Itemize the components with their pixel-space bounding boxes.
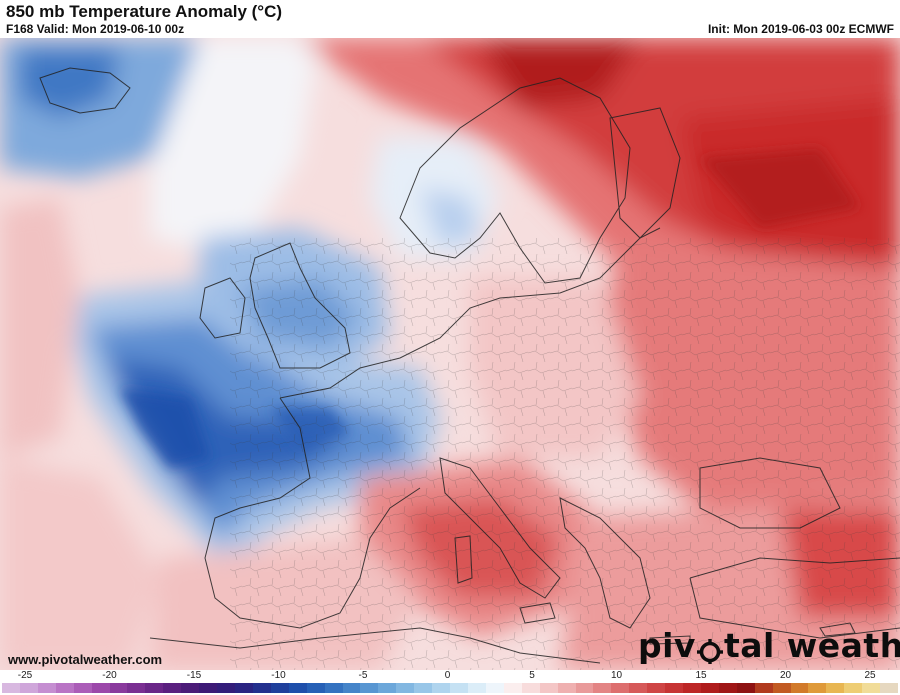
colorbar-swatch — [485, 683, 504, 693]
logo-o-icon — [696, 633, 723, 665]
colorbar-swatch — [467, 683, 486, 693]
colorbar-swatch — [306, 683, 325, 693]
colorbar-swatch — [109, 683, 128, 693]
colorbar-swatch — [91, 683, 110, 693]
colorbar-swatches — [2, 683, 899, 693]
logo-text-right: tal weather — [723, 626, 900, 665]
colorbar-tick-label: -15 — [186, 670, 202, 681]
colorbar-swatch — [700, 683, 719, 693]
colorbar-swatch — [252, 683, 271, 693]
colorbar-swatch — [324, 683, 343, 693]
colorbar-tick-label: -25 — [17, 670, 33, 681]
colorbar-swatch — [145, 683, 164, 693]
colorbar-swatch — [288, 683, 307, 693]
colorbar-tick-label: -20 — [102, 670, 117, 681]
colorbar-swatch — [736, 683, 755, 693]
colorbar-swatch — [414, 683, 433, 693]
pivotal-weather-logo: piv tal weather — [638, 626, 900, 665]
colorbar-swatch — [826, 683, 845, 693]
colorbar-swatch — [360, 683, 379, 693]
colorbar-swatch — [37, 683, 56, 693]
colorbar-swatch — [629, 683, 648, 693]
valid-time-label: F168 Valid: Mon 2019-06-10 00z — [6, 22, 185, 36]
colorbar-swatch — [575, 683, 594, 693]
colorbar-tick-label: -5 — [358, 670, 368, 681]
colorbar-swatch — [199, 683, 218, 693]
colorbar-swatch — [665, 683, 684, 693]
colorbar-swatch — [557, 683, 576, 693]
colorbar-swatch — [163, 683, 182, 693]
colorbar-swatch — [234, 683, 253, 693]
colorbar-tick-label: 20 — [779, 670, 792, 681]
colorbar-swatch — [432, 683, 451, 693]
map-header: 850 mb Temperature Anomaly (°C) F168 Val… — [0, 0, 900, 38]
colorbar-swatch — [127, 683, 146, 693]
colorbar-swatch — [378, 683, 397, 693]
colorbar-tick-label: -10 — [271, 670, 286, 681]
colorbar-swatch — [862, 683, 881, 693]
colorbar-legend: -25 -20 -15 -10 -5 0 5 10 15 20 25 — [0, 670, 900, 695]
colorbar-tick-label: 25 — [864, 670, 876, 681]
anomaly-field — [0, 38, 900, 670]
colorbar-swatch — [808, 683, 827, 693]
colorbar-swatch — [521, 683, 540, 693]
colorbar-swatch — [217, 683, 235, 693]
colorbar-swatch — [270, 683, 289, 693]
colorbar-swatch — [647, 683, 666, 693]
colorbar-swatch — [19, 683, 38, 693]
colorbar-swatch — [790, 683, 809, 693]
colorbar-swatch — [55, 683, 74, 693]
logo-text-left: piv — [638, 626, 696, 665]
colorbar-tick-label: 15 — [695, 670, 707, 681]
colorbar-swatch — [683, 683, 701, 693]
colorbar-swatch — [880, 683, 899, 693]
colorbar-swatch — [450, 683, 468, 693]
colorbar-swatch — [611, 683, 630, 693]
colorbar-swatch — [181, 683, 200, 693]
map-title: 850 mb Temperature Anomaly (°C) — [6, 2, 283, 21]
colorbar-swatch — [2, 683, 20, 693]
colorbar-ticks: -25 -20 -15 -10 -5 0 5 10 15 20 25 — [0, 670, 900, 682]
temperature-anomaly-map — [0, 38, 900, 670]
colorbar-swatch — [396, 683, 415, 693]
colorbar-tick-label: 10 — [610, 670, 623, 681]
colorbar-swatch — [73, 683, 92, 693]
colorbar-swatch — [342, 683, 361, 693]
colorbar-swatch — [593, 683, 612, 693]
colorbar-swatch — [539, 683, 558, 693]
colorbar-swatch — [503, 683, 522, 693]
init-time-label: Init: Mon 2019-06-03 00z ECMWF — [707, 22, 894, 36]
colorbar-swatch — [844, 683, 863, 693]
colorbar-tick-label: 5 — [529, 670, 535, 681]
colorbar-swatch — [772, 683, 791, 693]
colorbar-tick-label: 0 — [444, 670, 451, 681]
colorbar-swatch — [718, 683, 737, 693]
website-label: www.pivotalweather.com — [8, 652, 163, 667]
colorbar-swatch — [754, 683, 773, 693]
